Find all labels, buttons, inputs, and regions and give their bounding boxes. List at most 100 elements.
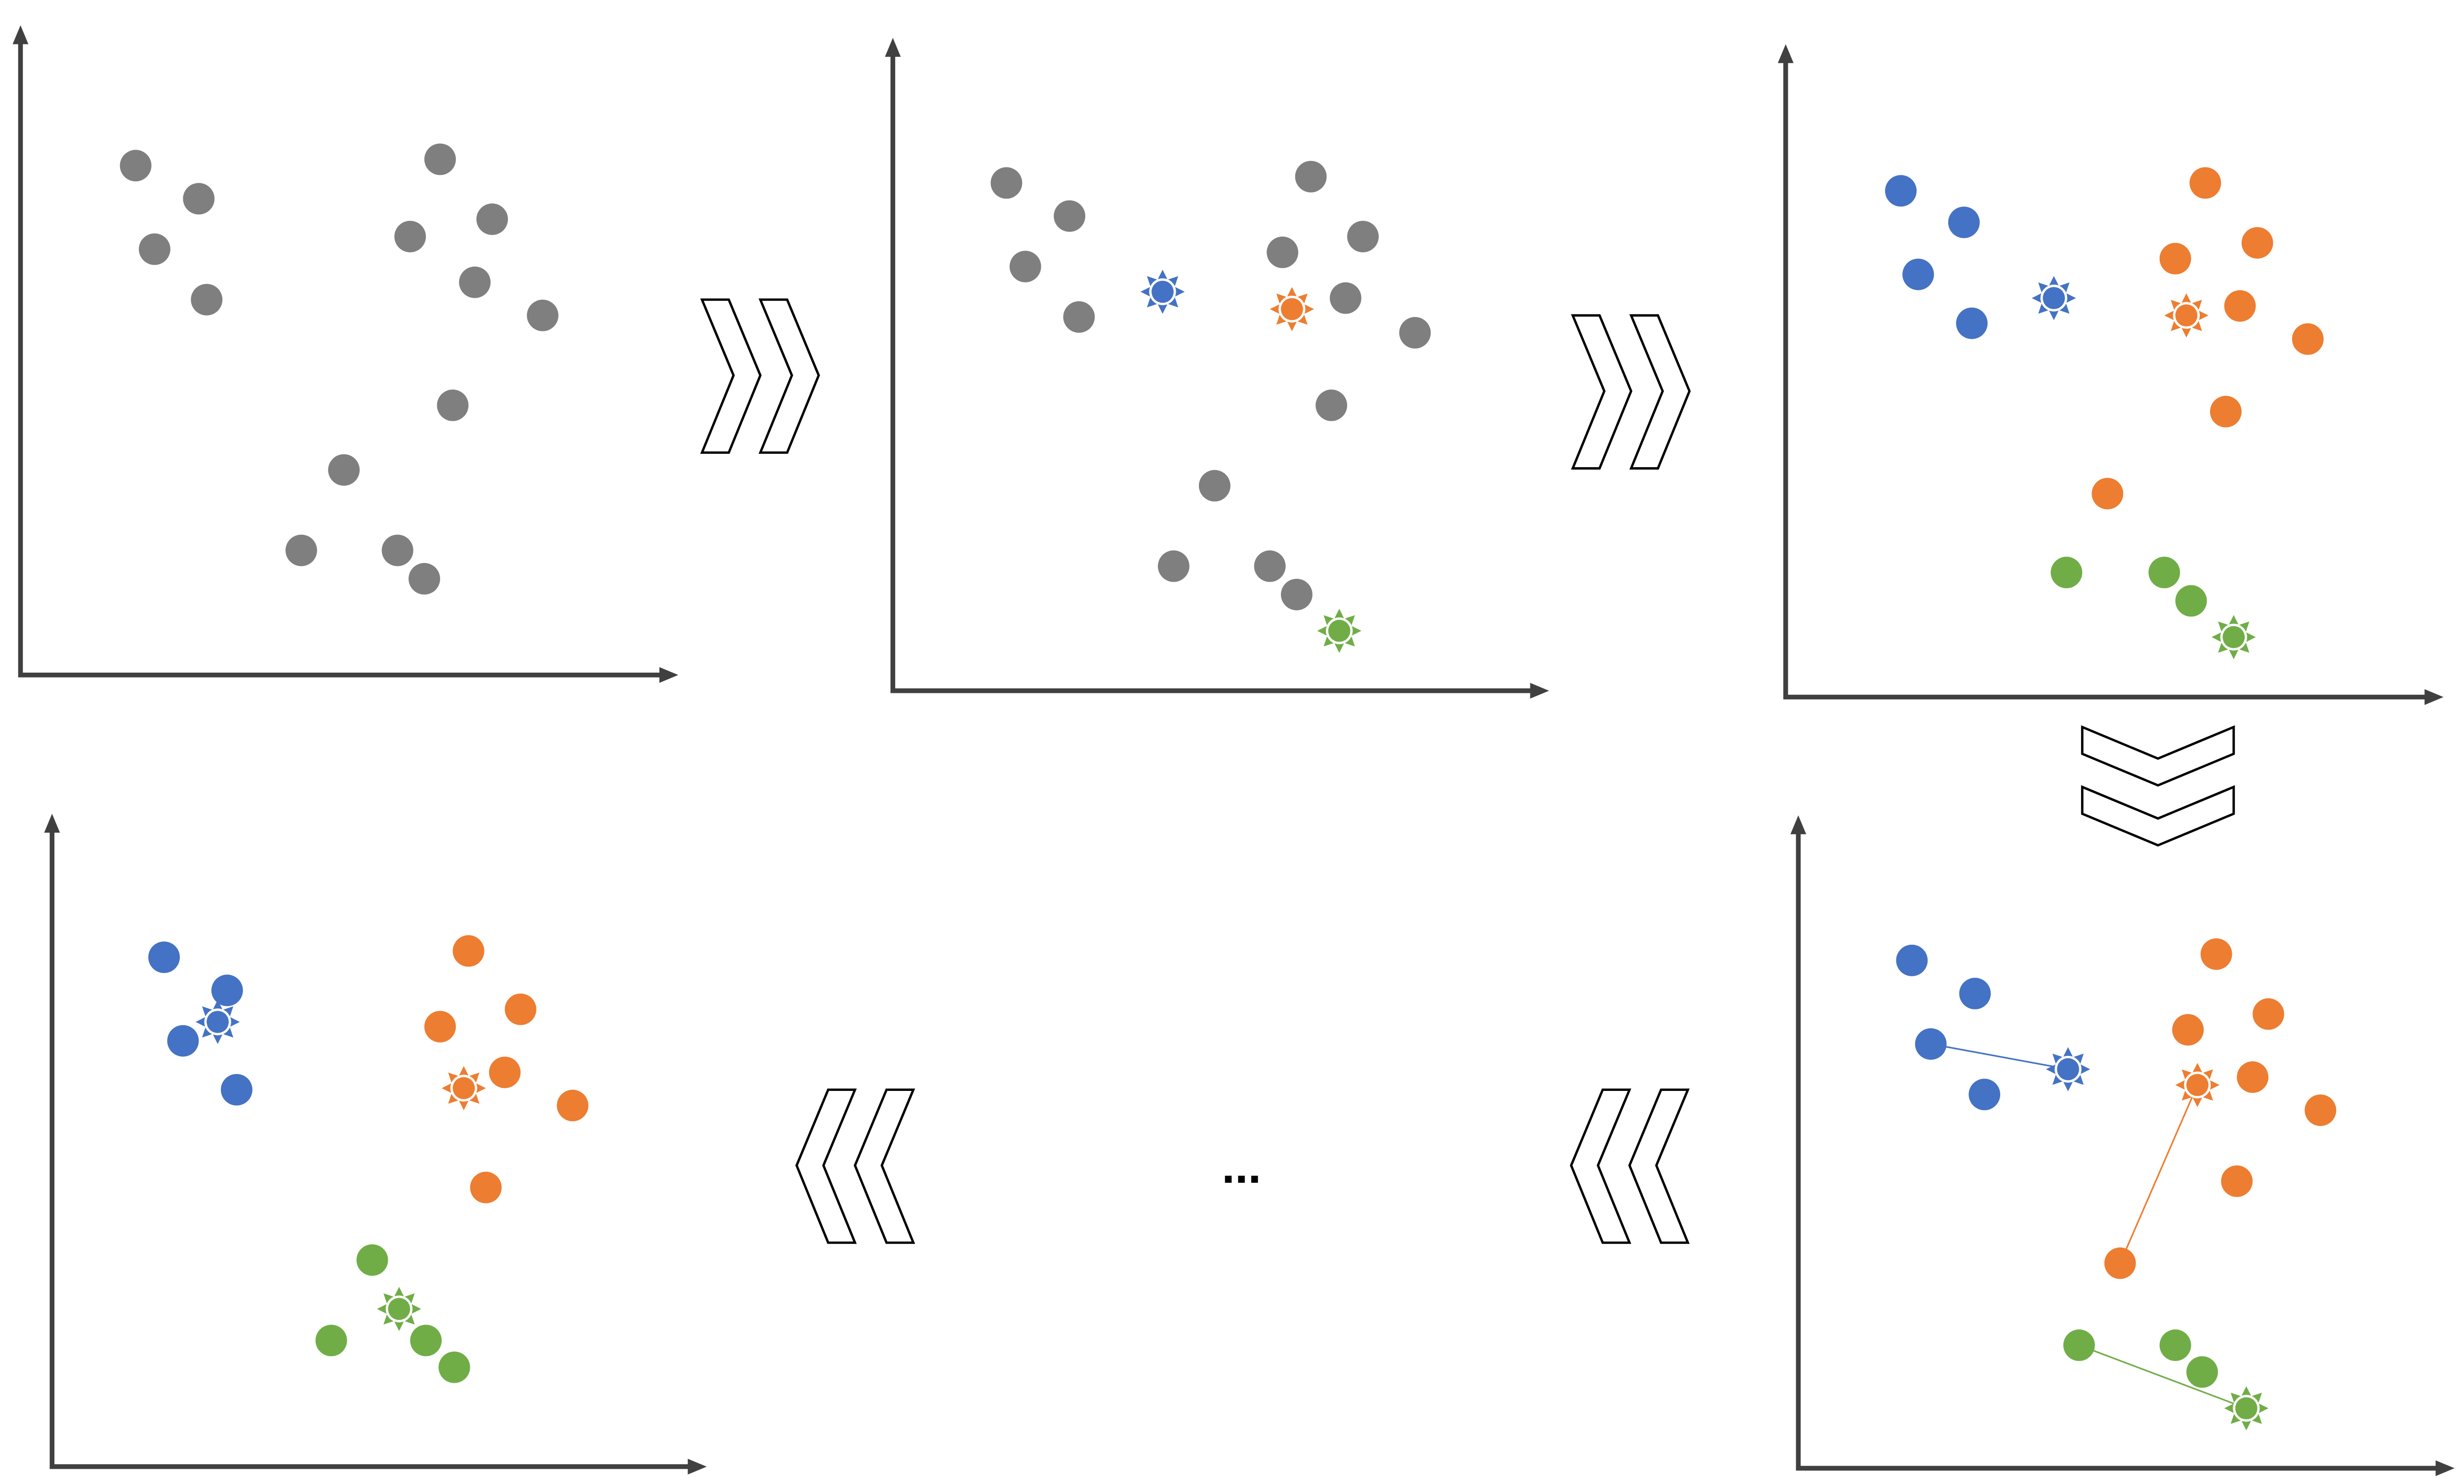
point	[424, 143, 456, 175]
centroid	[2224, 1386, 2269, 1431]
arrowhead	[2424, 689, 2444, 705]
centroid	[2032, 276, 2076, 321]
centroid	[2046, 1047, 2091, 1091]
chevron	[2081, 785, 2235, 847]
axes	[18, 41, 663, 678]
panel-converged	[44, 813, 707, 1475]
point	[1956, 307, 1988, 339]
point	[410, 1324, 442, 1357]
centroid	[2175, 1063, 2220, 1107]
point	[1009, 250, 1041, 282]
point	[2186, 1356, 2218, 1388]
arrow-left	[1569, 1088, 1690, 1244]
centroid	[1317, 608, 1361, 653]
point	[2189, 167, 2221, 199]
point	[2104, 1247, 2136, 1279]
point	[1969, 1079, 2001, 1111]
cluster-blue	[1885, 175, 2076, 339]
arrowhead	[1777, 44, 1794, 63]
point	[191, 283, 223, 316]
centroid	[1270, 287, 1314, 331]
points	[120, 143, 559, 595]
point	[2175, 585, 2207, 617]
cluster-green	[2051, 557, 2256, 659]
point	[1254, 550, 1286, 582]
axes	[890, 53, 1533, 693]
arrowhead	[885, 38, 901, 57]
point	[476, 203, 508, 235]
chevron	[758, 298, 820, 454]
point	[1315, 389, 1348, 421]
point	[1885, 175, 1917, 207]
panel-assign	[1777, 44, 2444, 705]
arrow-right	[700, 298, 820, 454]
point	[2221, 1165, 2253, 1197]
axes	[1783, 60, 2428, 700]
point	[221, 1074, 252, 1106]
arrow-right	[1571, 314, 1691, 470]
arrowhead	[1790, 815, 1807, 835]
point	[1329, 282, 1361, 314]
axes	[49, 829, 691, 1469]
point	[167, 1025, 199, 1057]
point	[1054, 200, 1086, 232]
panel-update	[1790, 815, 2455, 1477]
point	[459, 266, 491, 298]
point	[148, 941, 180, 973]
axes	[1796, 831, 2439, 1471]
chevron	[854, 1088, 915, 1244]
point	[557, 1089, 589, 1122]
point	[452, 935, 485, 967]
chevron	[2081, 725, 2235, 787]
cluster-orange	[424, 935, 589, 1203]
point	[438, 1351, 470, 1383]
point	[211, 974, 243, 1006]
cluster-orange	[2104, 938, 2337, 1279]
point	[1915, 1028, 1947, 1060]
point	[437, 389, 469, 421]
point	[2092, 478, 2124, 510]
point	[424, 1010, 456, 1043]
centroid	[2164, 293, 2209, 338]
move-line	[2079, 1344, 2247, 1409]
point	[394, 221, 426, 252]
point	[990, 167, 1023, 199]
point	[2172, 1014, 2204, 1046]
chevron	[1629, 314, 1691, 470]
point	[1063, 301, 1095, 333]
panel-initial	[12, 25, 679, 683]
point	[1280, 578, 1313, 610]
chevron	[700, 298, 762, 454]
point	[2210, 396, 2242, 428]
point	[139, 233, 170, 265]
point	[2304, 1094, 2337, 1126]
point	[2148, 557, 2180, 589]
point	[2237, 1061, 2269, 1093]
panel-init-centroids	[885, 38, 1549, 699]
centroid	[442, 1066, 486, 1111]
points	[990, 160, 1431, 610]
point	[2253, 998, 2284, 1030]
cluster-blue	[1896, 944, 2091, 1111]
point	[2241, 227, 2273, 259]
point	[1959, 977, 1991, 1009]
point	[285, 534, 317, 566]
arrowhead	[659, 667, 679, 683]
point	[470, 1171, 502, 1203]
centroid	[1140, 270, 1185, 314]
cluster-orange	[2092, 167, 2324, 510]
point	[381, 534, 413, 566]
point	[2224, 290, 2256, 322]
move-line	[2119, 1084, 2198, 1264]
point	[1295, 160, 1327, 193]
point	[328, 454, 360, 486]
ellipsis: ...	[1222, 1140, 1261, 1193]
point	[2292, 323, 2324, 355]
point	[527, 299, 559, 331]
cluster-blue	[148, 941, 252, 1106]
point	[183, 183, 215, 215]
centroid	[377, 1286, 421, 1331]
chevron	[795, 1088, 857, 1244]
arrow-down	[2081, 725, 2235, 847]
